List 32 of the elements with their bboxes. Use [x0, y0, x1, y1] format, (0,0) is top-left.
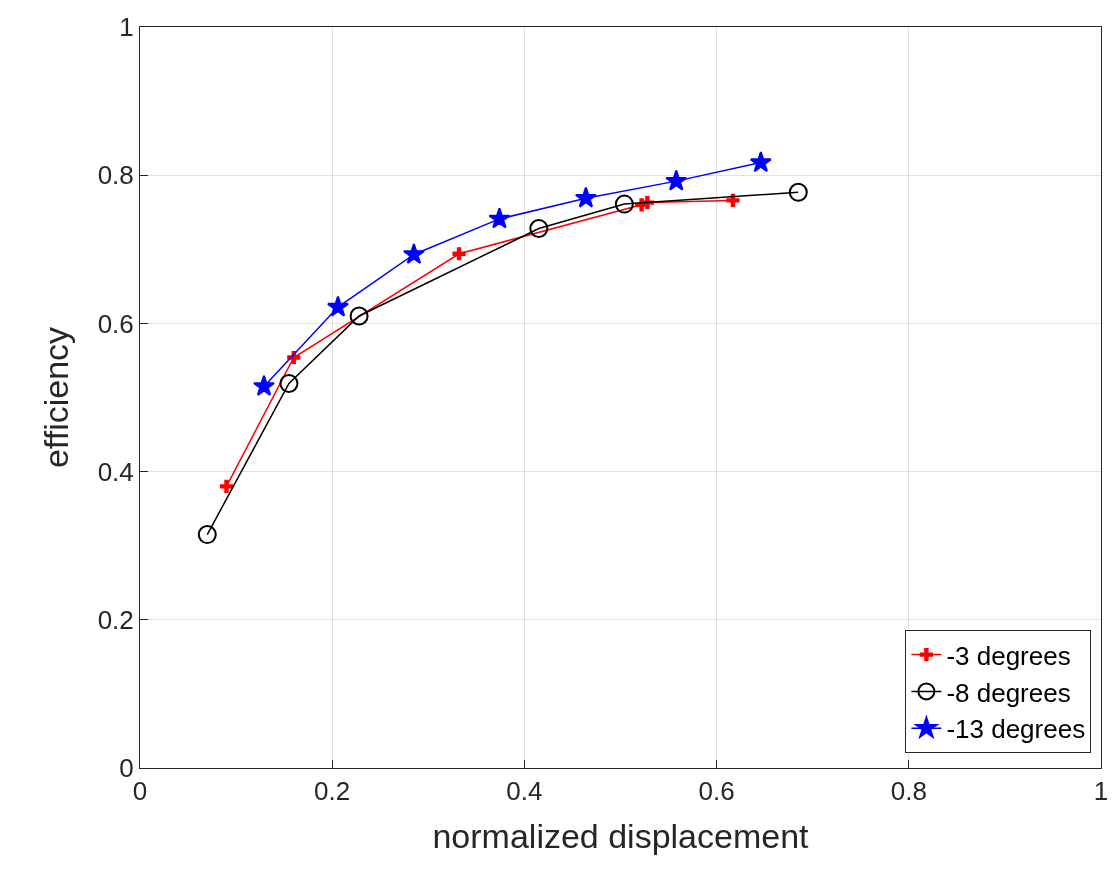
point	[665, 169, 688, 191]
y-tick-label: 0.2	[97, 604, 134, 635]
x-tick-label: 1	[1093, 776, 1109, 807]
point	[252, 374, 275, 396]
y-tick-label: 0	[119, 753, 134, 784]
point	[402, 242, 425, 264]
y-tick-label: 1	[119, 12, 134, 43]
y-tick-label: 0.8	[97, 160, 134, 191]
point	[488, 207, 511, 229]
y-tick-label: 0.4	[97, 456, 134, 487]
x-tick-label: 0.4	[506, 776, 543, 807]
x-tick-label: 0.8	[890, 776, 927, 807]
legend-label: -3 degrees	[946, 640, 1071, 671]
point	[529, 219, 549, 239]
point	[726, 193, 740, 207]
legend-label: -8 degrees	[946, 677, 1071, 708]
point	[574, 186, 597, 208]
x-tick-label: 0.6	[698, 776, 735, 807]
x-tick-label: 0.2	[314, 776, 351, 807]
y-tick-label: 0.6	[97, 308, 134, 339]
x-axis-title: normalized displacement	[432, 816, 810, 855]
legend-label: -13 degrees	[946, 714, 1086, 745]
point	[349, 306, 369, 326]
y-axis-title: efficiency	[37, 326, 76, 469]
point	[788, 182, 808, 202]
point	[197, 525, 217, 545]
point	[452, 247, 466, 261]
point	[749, 151, 772, 173]
point	[219, 479, 234, 494]
point	[279, 373, 299, 393]
point	[326, 295, 349, 317]
point	[614, 194, 634, 214]
